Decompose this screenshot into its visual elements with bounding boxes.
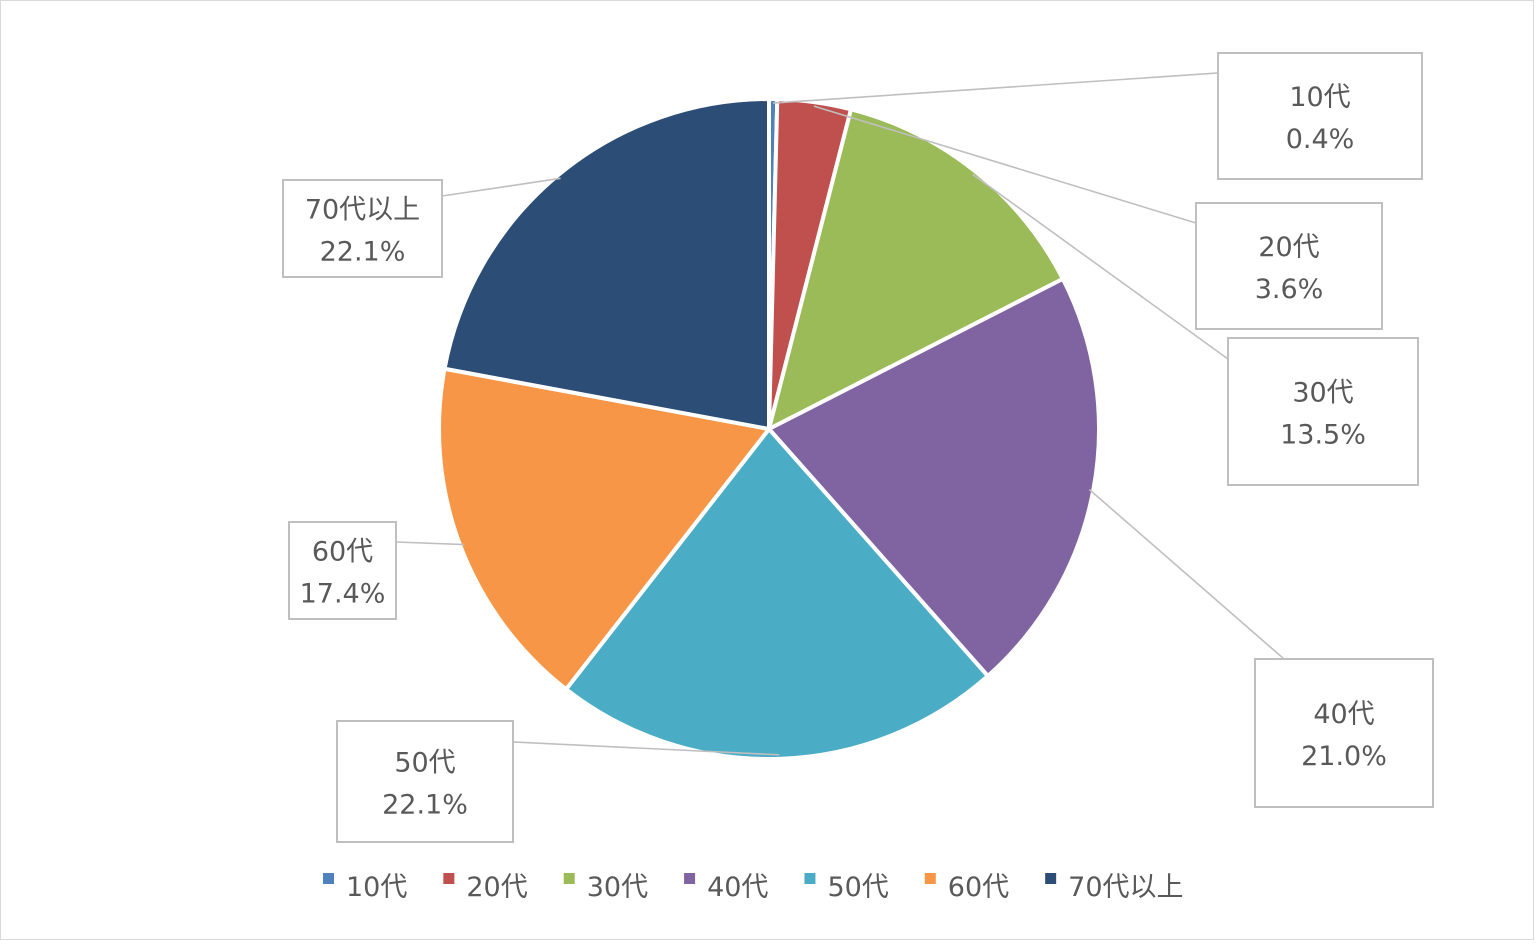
data-label-callouts: 10代 0.4% 20代 3.6% 30代 13.5% 40代 21.0% 50代 22.1% 60… [282, 52, 1434, 843]
leader-line-30s [972, 173, 1229, 360]
legend-label-20s: 20代 [466, 872, 527, 903]
data-label-category-30s: 30代 [1292, 378, 1353, 409]
data-label-value-60s: 17.4% [300, 579, 386, 610]
legend-swatch-40s [684, 873, 696, 884]
leader-line-40s [1088, 488, 1328, 660]
pie-slice-30s [767, 107, 1065, 431]
leader-line-70-plus [441, 177, 561, 197]
data-label-category-70-plus: 70代以上 [305, 195, 420, 226]
data-label-value-20s: 3.6% [1255, 274, 1324, 305]
legend-label-70-plus: 70代以上 [1068, 872, 1183, 903]
legend: 10代 20代 30代 40代 50代 60代 70代以上 [323, 872, 1184, 903]
callout-box-30s [1227, 337, 1419, 486]
data-label-category-50s: 50代 [394, 748, 455, 779]
leader-line-10s [773, 72, 1219, 105]
callout-box-10s [1217, 52, 1423, 180]
pie-slices [437, 97, 1101, 761]
data-label-category-20s: 20代 [1258, 232, 1319, 263]
data-label-value-10s: 0.4% [1286, 124, 1355, 155]
data-label-value-40s: 21.0% [1301, 741, 1387, 772]
pie-slice-70-plus [442, 97, 771, 431]
data-label-value-70-plus: 22.1% [320, 237, 406, 268]
callout-box-70-plus [282, 179, 443, 278]
legend-label-60s: 60代 [948, 872, 1009, 903]
data-label-category-60s: 60代 [312, 537, 373, 568]
pie-slice-50s [564, 427, 990, 761]
leader-line-60s [395, 541, 465, 546]
legend-label-30s: 30代 [587, 872, 648, 903]
legend-swatch-10s [323, 873, 334, 884]
legend-swatch-20s [443, 873, 455, 884]
legend-label-50s: 50代 [827, 872, 888, 903]
legend-swatch-60s [924, 873, 936, 884]
pie-slice-60s [437, 366, 771, 692]
legend-label-40s: 40代 [707, 872, 768, 903]
data-label-value-50s: 22.1% [382, 790, 468, 821]
pie-slice-40s [767, 276, 1101, 679]
callout-box-60s [288, 521, 397, 620]
leader-line-20s [813, 105, 1197, 224]
data-label-category-40s: 40代 [1313, 699, 1374, 730]
legend-label-10s: 10代 [346, 872, 407, 903]
callout-box-20s [1195, 202, 1383, 330]
legend-swatch-70-plus [1045, 873, 1057, 884]
callout-box-40s [1254, 658, 1434, 808]
callout-box-50s [336, 720, 514, 843]
legend-swatch-30s [563, 873, 575, 884]
data-label-category-10s: 10代 [1289, 82, 1350, 113]
legend-swatch-50s [804, 873, 816, 884]
data-label-value-30s: 13.5% [1280, 420, 1366, 451]
